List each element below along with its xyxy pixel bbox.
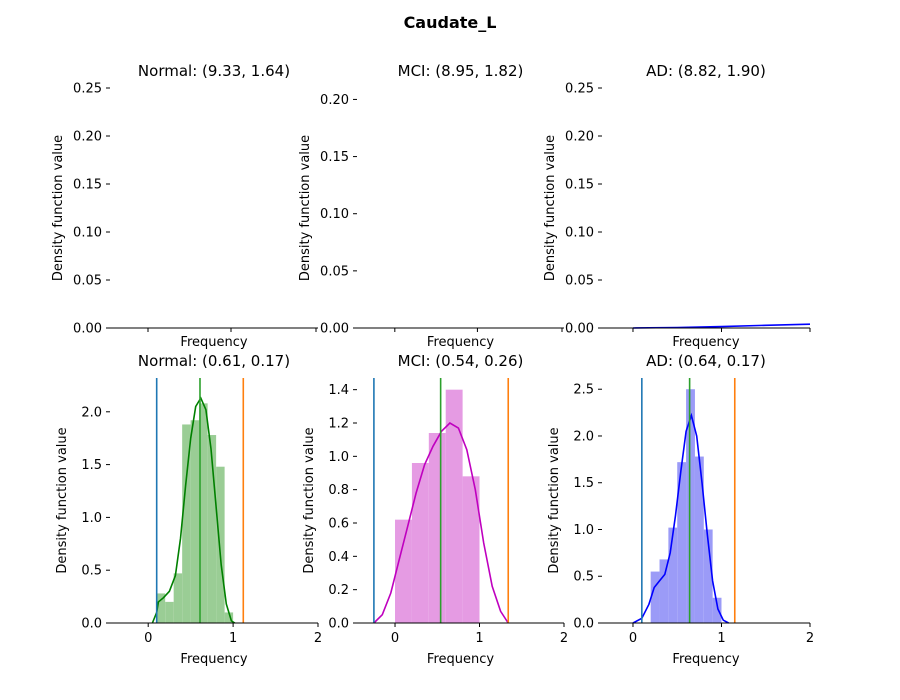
- y-tick-label: 0.05: [565, 274, 594, 289]
- y-axis-label: Density function value: [51, 135, 66, 281]
- y-tick-label: 2.0: [573, 429, 594, 444]
- panel-5: MCI: (0.54, 0.26) 0.0 0.2 0.4 0.6 0.8 1.0 1.2 1.…: [302, 352, 568, 667]
- histogram-bar: [694, 456, 704, 623]
- panel-2: MCI: (8.95, 1.82) 0.00 0.05 0.10 0.15 0.20 Fre…: [298, 62, 564, 350]
- y-tick-label: 0.0: [81, 617, 102, 632]
- x-tick-label: 0: [391, 631, 399, 646]
- histogram-bar: [712, 597, 722, 623]
- histogram-bar: [462, 476, 480, 623]
- histogram-bar: [445, 389, 463, 623]
- histogram-bar: [173, 573, 183, 623]
- density-curve: [151, 396, 236, 624]
- y-tick-label: 1.0: [328, 450, 349, 465]
- histogram-bar: [156, 593, 166, 623]
- y-tick-label: 0.15: [565, 178, 594, 193]
- histogram-bar: [216, 466, 225, 623]
- panel-title: Normal: (9.33, 1.64): [138, 62, 290, 80]
- y-tick-label: 0.0: [328, 617, 349, 632]
- histogram-bar: [428, 433, 446, 623]
- histogram-bar: [650, 571, 660, 623]
- x-axis-label: Frequency: [180, 652, 247, 667]
- y-tick-label: 0.25: [73, 82, 102, 97]
- x-tick-label: 1: [475, 631, 483, 646]
- histogram-bar: [190, 420, 200, 623]
- histogram-bar: [199, 403, 208, 623]
- panel-3: AD: (8.82, 1.90) 0.00 0.05 0.10 0.15 0.20 0.25…: [543, 62, 811, 350]
- panel-1: Normal: (9.33, 1.64) 0.00 0.05 0.10 0.15 0.20…: [51, 62, 318, 350]
- y-tick-label: 1.5: [81, 458, 102, 473]
- y-tick-label: 0.00: [320, 322, 349, 337]
- y-tick-label: 1.4: [328, 383, 349, 398]
- histogram-bar: [165, 601, 174, 623]
- figure-title: Caudate_L: [404, 13, 497, 32]
- panel-4: Normal: (0.61, 0.17) 0.0 0.5 1.0 1.5 2.0 0 1 2 Fr…: [55, 352, 322, 667]
- y-tick-label: 0.2: [328, 583, 349, 598]
- x-axis-label: Frequency: [427, 335, 494, 350]
- y-tick-label: 1.0: [573, 523, 594, 538]
- y-tick-label: 0.20: [565, 130, 594, 145]
- y-axis-label: Density function value: [298, 135, 313, 281]
- x-tick-label: 0: [144, 631, 152, 646]
- y-tick-label: 0.05: [73, 274, 102, 289]
- y-tick-label: 0.10: [73, 226, 102, 241]
- y-axis-label: Density function value: [547, 427, 562, 573]
- panel-6: AD: (0.64, 0.17) 0.0 0.5 1.0 1.5 2.0 2.5 0 1 2 Fre…: [547, 352, 814, 667]
- y-tick-label: 1.0: [81, 511, 102, 526]
- x-axis-label: Frequency: [180, 335, 247, 350]
- x-tick-label: 0: [629, 631, 637, 646]
- y-tick-label: 0.15: [73, 178, 102, 193]
- panel-title: AD: (0.64, 0.17): [646, 352, 766, 370]
- x-tick-label: 2: [314, 631, 322, 646]
- x-axis-label: Frequency: [427, 652, 494, 667]
- histogram-bar: [395, 519, 412, 623]
- x-tick-label: 1: [717, 631, 725, 646]
- y-tick-label: 0.0: [573, 617, 594, 632]
- y-tick-label: 0.10: [565, 226, 594, 241]
- y-axis-label: Density function value: [543, 135, 558, 281]
- y-tick-label: 0.00: [73, 322, 102, 337]
- panel-title: MCI: (8.95, 1.82): [398, 62, 524, 80]
- histogram-bar: [224, 612, 234, 623]
- x-axis-label: Frequency: [672, 335, 739, 350]
- y-axis-label: Density function value: [302, 427, 317, 573]
- panel-title: MCI: (0.54, 0.26): [398, 352, 524, 370]
- density-curve: [373, 421, 509, 624]
- histogram-bar: [686, 389, 695, 623]
- y-tick-label: 0.20: [320, 93, 349, 108]
- y-tick-label: 2.0: [81, 405, 102, 420]
- x-tick-label: 1: [229, 631, 237, 646]
- y-tick-label: 0.05: [320, 264, 349, 279]
- panel-title: AD: (8.82, 1.90): [646, 62, 766, 80]
- y-tick-label: 2.5: [573, 383, 594, 398]
- y-tick-label: 0.6: [328, 517, 349, 532]
- y-tick-label: 0.20: [73, 130, 102, 145]
- y-tick-label: 0.25: [565, 82, 594, 97]
- y-axis-label: Density function value: [55, 427, 70, 573]
- density-curve: [632, 412, 729, 624]
- histogram-bar: [703, 529, 713, 623]
- x-tick-label: 2: [806, 631, 814, 646]
- y-tick-label: 0.15: [320, 150, 349, 165]
- panels: Normal: (9.33, 1.64)0.000.050.100.150.20…: [51, 62, 814, 667]
- panel-title: Normal: (0.61, 0.17): [138, 352, 290, 370]
- histogram-bar: [677, 462, 687, 623]
- histogram-bar: [668, 527, 678, 623]
- x-tick-label: 2: [560, 631, 568, 646]
- y-tick-label: 1.5: [573, 476, 594, 491]
- y-tick-label: 0.5: [81, 564, 102, 579]
- histogram-bar: [182, 424, 191, 623]
- histogram-bar: [411, 463, 429, 623]
- y-tick-label: 0.5: [573, 570, 594, 585]
- histogram-bar: [659, 559, 669, 623]
- y-tick-label: 1.2: [328, 417, 349, 432]
- y-tick-label: 0.4: [328, 550, 349, 565]
- y-tick-label: 0.10: [320, 207, 349, 222]
- density-curve: [632, 323, 811, 329]
- x-axis-label: Frequency: [672, 652, 739, 667]
- histogram-bar: [207, 435, 217, 623]
- y-tick-label: 0.00: [565, 322, 594, 337]
- y-tick-label: 0.8: [328, 483, 349, 498]
